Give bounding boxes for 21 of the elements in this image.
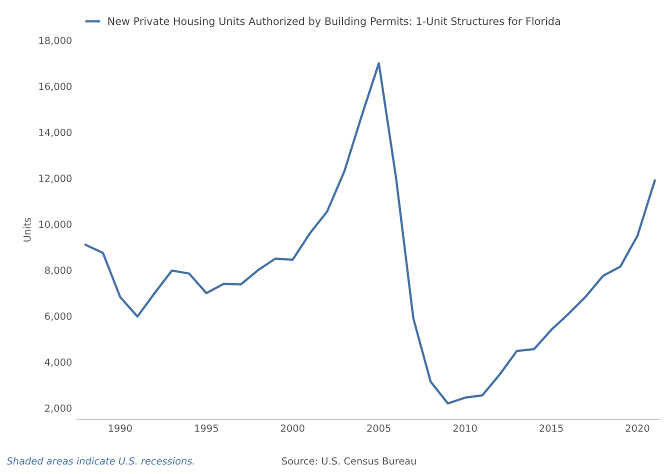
x-tick-label: 2005 bbox=[367, 424, 390, 432]
x-tick-label: 1995 bbox=[195, 424, 218, 432]
source-note: Source: U.S. Census Bureau bbox=[282, 457, 416, 465]
y-tick-label: 14,000 bbox=[39, 128, 72, 138]
x-tick-label: 1990 bbox=[108, 424, 132, 432]
x-tick-label: 2015 bbox=[540, 424, 563, 432]
x-tick-label: 2000 bbox=[280, 424, 304, 432]
y-axis-title: Units bbox=[23, 218, 31, 242]
y-tick-label: 10,000 bbox=[39, 220, 72, 229]
y-tick-label: 12,000 bbox=[39, 174, 72, 184]
y-tick-label: 18,000 bbox=[39, 36, 72, 46]
y-tick-label: 2,000 bbox=[45, 404, 72, 413]
legend-label: New Private Housing Units Authorized by Building Permits: 1-Unit Structures for Florida bbox=[108, 17, 560, 28]
x-tick-label: 2010 bbox=[453, 424, 477, 432]
y-tick-label: 6,000 bbox=[45, 312, 72, 321]
y-tick-label: 8,000 bbox=[45, 266, 72, 275]
y-tick-label: 16,000 bbox=[39, 82, 72, 92]
text: Shaded areas indicate U.S. recessions. bbox=[6, 457, 194, 465]
y-tick-label: 4,000 bbox=[44, 358, 72, 367]
x-tick-label: 2020 bbox=[626, 424, 650, 432]
line-series bbox=[84, 62, 656, 405]
